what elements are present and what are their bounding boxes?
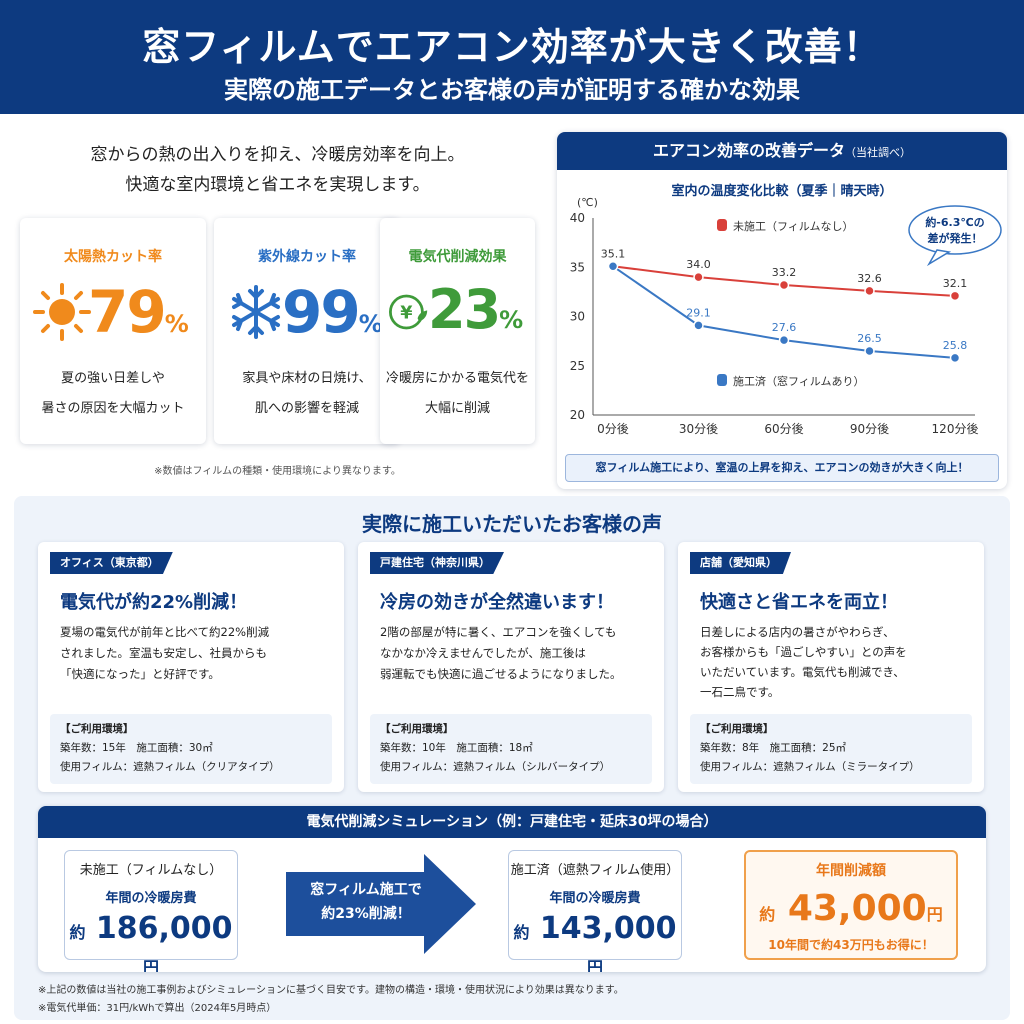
sun-icon xyxy=(33,283,91,341)
callout-text: 差が発生！ xyxy=(928,231,983,245)
chart-card: エアコン効率の改善データ（当社調べ） 室内の温度変化比較（夏季｜晴天時） (℃)… xyxy=(557,132,1007,489)
page-subtitle: 実際の施工データとお客様の声が証明する確かな効果 xyxy=(224,76,800,104)
data-point xyxy=(693,320,704,331)
chart-title: 室内の温度変化比較（夏季｜晴天時） xyxy=(671,184,893,199)
data-point xyxy=(778,334,790,346)
data-label: 33.2 xyxy=(772,266,797,279)
callout-text: 約-6.3℃の xyxy=(925,215,984,229)
temperature-line-chart: (℃) 20 25 30 35 40 0分後 30分後 60分後 90分後 120分後 35.1 34.… xyxy=(570,196,1002,436)
voice-heading: 冷房の効きが全然違います！ xyxy=(380,592,614,613)
data-point xyxy=(949,352,961,364)
y-tick-label: 25 xyxy=(570,359,585,373)
simulation-after-amount: 約 143,000円 xyxy=(513,911,677,972)
voice-heading: 電気代が約22%削減！ xyxy=(60,592,248,613)
data-point xyxy=(693,271,704,283)
x-tick-label: 60分後 xyxy=(764,422,803,436)
voice-tag: オフィス（東京都） xyxy=(50,552,173,574)
data-point xyxy=(778,279,790,291)
voice-body: 2階の部屋が特に暑く、エアコンを強くしても なかなか冷えませんでしたが、施工後は… xyxy=(380,625,622,681)
x-tick-label: 90分後 xyxy=(850,422,889,436)
snowflake-icon xyxy=(232,285,280,339)
callout-tail xyxy=(926,249,952,267)
footnote-1: ※上記の数値は当社の施工事例およびシミュレーションに基づく目安です。建物の構造・… xyxy=(38,985,624,996)
voice-environment: 【ご利用環境】 築年数：15年 施工面積：30㎡ 使用フィルム：遮熱フィルム（ク… xyxy=(50,714,332,784)
metric-card-electricity: 電気代削減効果 ¥ 23% 冷暖房にかかる電気代を 大幅に削減 xyxy=(380,218,535,444)
metric-description: 家具や床材の日焼け、 肌への影響を軽減 xyxy=(242,371,372,416)
metrics-note: ※数値はフィルムの種類・使用環境により異なります。 xyxy=(154,466,401,477)
voice-body: 日差しによる店内の暑さがやわらぎ、 お客様からも「過ごしやすい」との声を いただ… xyxy=(700,625,907,699)
legend-swatch xyxy=(717,374,727,386)
metric-title: 太陽熱カット率 xyxy=(64,249,162,265)
arrow-right-icon xyxy=(286,854,476,954)
y-tick-label: 30 xyxy=(570,310,585,324)
callout-bubble xyxy=(908,205,1002,255)
legend-label: 施工済（窓フィルムあり） xyxy=(733,374,865,388)
intro-line-1: 窓からの熱の出入りを抑え、冷暖房効率を向上。 xyxy=(90,145,465,165)
metric-value: 23% xyxy=(428,278,524,341)
voice-card-store: 店舗（愛知県） 快適さと省エネを両立！ 日差しによる店内の暑さがやわらぎ、 お客… xyxy=(678,542,984,792)
x-tick-label: 0分後 xyxy=(597,422,629,436)
voice-tag: 戸建住宅（神奈川県） xyxy=(370,552,504,574)
yen-leaf-icon: ¥ xyxy=(389,294,428,330)
voice-environment: 【ご利用環境】 築年数：8年 施工面積：25㎡ 使用フィルム：遮熱フィルム（ミラ… xyxy=(690,714,972,784)
simulation-saving-box: 年間削減額 約 43,000円 10年間で約43万円もお得に！ xyxy=(744,850,958,960)
hero-banner: 窓フィルムでエアコン効率が大きく改善！ 実際の施工データとお客様の声が証明する確… xyxy=(0,0,1024,114)
simulation-arrow-text: 窓フィルム施工で 約23%削減！ xyxy=(310,882,422,922)
voice-body: 夏場の電気代が前年と比べて約22%削減 されました。室温も安定し、社員からも 「… xyxy=(60,625,270,681)
data-label: 29.1 xyxy=(686,306,711,319)
intro-line-2: 快適な室内環境と省エネを実現します。 xyxy=(125,175,430,195)
svg-text:¥: ¥ xyxy=(400,303,413,323)
chart-card-header: エアコン効率の改善データ（当社調べ） xyxy=(557,132,1007,170)
voice-tag: 店舗（愛知県） xyxy=(690,552,791,574)
voice-heading: 快適さと省エネを両立！ xyxy=(700,592,898,613)
data-label: 32.6 xyxy=(857,272,882,285)
cost-simulation: 電気代削減シミュレーション（例：戸建住宅・延床30坪の場合） 未施工（フィルムな… xyxy=(38,806,986,972)
voice-card-house: 戸建住宅（神奈川県） 冷房の効きが全然違います！ 2階の部屋が特に暑く、エアコン… xyxy=(358,542,664,792)
y-axis-unit: (℃) xyxy=(577,196,598,209)
data-point xyxy=(949,290,961,302)
data-label: 25.8 xyxy=(943,339,968,352)
footnotes: ※上記の数値は当社の施工事例およびシミュレーションに基づく目安です。建物の構造・… xyxy=(38,982,624,1018)
intro-text: 窓からの熱の出入りを抑え、冷暖房効率を向上。 快適な室内環境と省エネを実現します… xyxy=(20,140,535,200)
data-label: 27.6 xyxy=(772,321,797,334)
simulation-before-box: 未施工（フィルムなし） 年間の冷暖房費 約 186,000円 xyxy=(64,850,238,972)
metric-value: 79% xyxy=(88,278,189,346)
x-tick-label: 120分後 xyxy=(932,422,979,436)
data-label: 35.1 xyxy=(601,247,626,260)
metric-description: 冷暖房にかかる電気代を 大幅に削減 xyxy=(385,371,529,416)
x-tick-label: 30分後 xyxy=(679,422,718,436)
legend-swatch xyxy=(717,219,727,231)
voices-title: 実際に施工いただいたお客様の声 xyxy=(362,512,662,536)
footnote-2: ※電気代単価：31円/kWhで算出（2024年5月時点） xyxy=(38,1003,277,1014)
metric-card-uv: 紫外線カット率 99% 家具や床材の日焼け、 肌への影響を軽減 xyxy=(214,218,400,444)
chart-footer-note: 窓フィルム施工により、室温の上昇を抑え、エアコンの効きが大きく向上！ xyxy=(565,454,999,482)
metric-title: 電気代削減効果 xyxy=(408,249,507,265)
voice-environment: 【ご利用環境】 築年数：10年 施工面積：18㎡ 使用フィルム：遮熱フィルム（シ… xyxy=(370,714,652,784)
y-tick-label: 40 xyxy=(570,211,585,225)
data-label: 26.5 xyxy=(857,332,882,345)
y-tick-label: 35 xyxy=(570,260,585,274)
simulation-title: 電気代削減シミュレーション（例：戸建住宅・延床30坪の場合） xyxy=(38,806,986,838)
data-label: 34.0 xyxy=(686,258,711,271)
page-title: 窓フィルムでエアコン効率が大きく改善！ xyxy=(142,25,882,69)
data-point xyxy=(607,261,619,272)
metric-title: 紫外線カット率 xyxy=(258,249,356,265)
legend-label: 未施工（フィルムなし） xyxy=(733,220,854,233)
simulation-after-box: 施工済（遮熱フィルム使用） 年間の冷暖房費 約 143,000円 xyxy=(508,850,682,972)
simulation-before-amount: 約 186,000円 xyxy=(69,911,233,972)
simulation-saving-amount: 約 43,000円 xyxy=(759,888,943,929)
metric-value: 99% xyxy=(282,278,383,346)
voice-card-office: オフィス（東京都） 電気代が約22%削減！ 夏場の電気代が前年と比べて約22%削… xyxy=(38,542,344,792)
data-point xyxy=(864,345,875,357)
y-tick-label: 20 xyxy=(570,408,585,422)
metric-card-solar: 太陽熱カット率 79% 夏の強い日差しや 暑さの原因を大幅カット xyxy=(20,218,206,444)
data-point xyxy=(864,285,875,297)
metric-description: 夏の強い日差しや 暑さの原因を大幅カット xyxy=(41,371,185,416)
data-label: 32.1 xyxy=(943,277,968,290)
